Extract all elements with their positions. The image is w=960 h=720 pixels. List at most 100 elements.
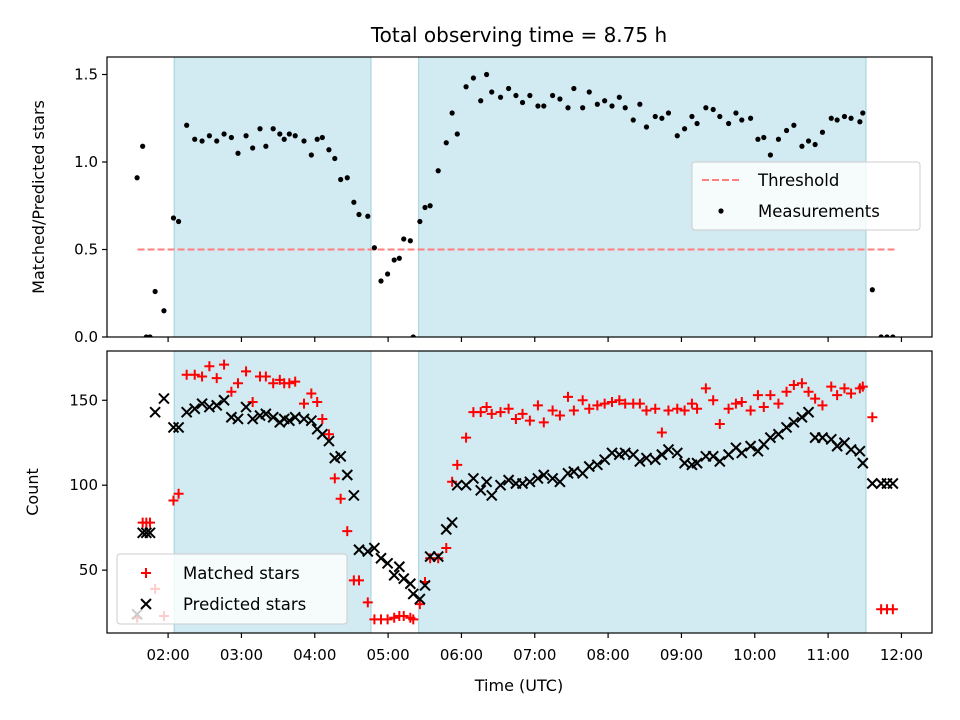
measurement-point (319, 134, 325, 141)
matched-star-point (796, 378, 807, 389)
plot-frame (106, 350, 933, 634)
matched-star-point (730, 398, 741, 409)
matched-star-point (577, 395, 588, 406)
measurement-point (717, 113, 723, 120)
top-panel: 0.0 0.5 1.0 1.5 Threshold Measurements (74, 56, 933, 346)
legend-matched-label: Matched stars (183, 564, 300, 583)
measurement-point (161, 308, 167, 314)
x-tick-label: 09:00 (660, 646, 703, 664)
matched-star-point (382, 614, 393, 625)
matched-star-point (663, 405, 674, 416)
measurement-point (725, 120, 732, 127)
measurement-point (860, 110, 866, 116)
predicted-star-point (180, 406, 193, 418)
y-tick-label: 0.0 (74, 328, 98, 346)
matched-star-point (803, 386, 814, 397)
predicted-star-point (381, 557, 394, 570)
predicted-star-point (816, 431, 829, 444)
measurement-point (443, 140, 449, 146)
matched-star-point (641, 405, 652, 416)
measurement-point (332, 155, 338, 162)
predicted-star-point (149, 406, 161, 418)
measurement-point (422, 204, 428, 211)
x-tick-label: 10:00 (733, 646, 776, 664)
y-tick-label: 0.5 (74, 241, 98, 259)
matched-star-point (656, 427, 667, 438)
matched-star-point (723, 403, 734, 414)
x-tick-label: 05:00 (366, 646, 409, 664)
predicted-star-point (640, 452, 653, 464)
predicted-star-point (232, 413, 244, 425)
plot-frame (106, 56, 933, 338)
measurement-point (841, 113, 848, 120)
measurement-point (767, 152, 773, 158)
matched-star-point (447, 476, 458, 487)
matched-star-point (634, 398, 645, 409)
measurement-point (140, 143, 146, 149)
measurement-point (630, 117, 636, 123)
matched-star-point (323, 429, 334, 440)
matched-star-point (650, 403, 661, 414)
predicted-star-point (671, 447, 683, 459)
matched-star-point (752, 390, 763, 401)
matched-star-point (144, 517, 155, 528)
measurement-point (257, 126, 263, 132)
matched-star-point (260, 371, 271, 382)
legend-predicted-label: Predicted stars (183, 595, 306, 614)
predicted-star-point (707, 450, 719, 463)
measurement-point (643, 124, 650, 130)
matched-star-point (686, 398, 697, 409)
measurement-point (277, 131, 283, 137)
predicted-star-point (289, 411, 301, 423)
matched-star-point (481, 402, 492, 413)
matched-star-point (614, 395, 625, 406)
predicted-star-point (240, 401, 252, 413)
matched-star-point (168, 495, 179, 506)
predicted-star-point (189, 403, 201, 415)
matched-star-point (461, 432, 472, 443)
predicted-star-point (404, 578, 417, 590)
measurement-point (819, 129, 826, 135)
measurement-point (549, 92, 556, 99)
matched-star-point (353, 575, 364, 586)
measurement-point (580, 105, 586, 111)
matched-star-point (204, 361, 215, 372)
measurement-point (571, 85, 577, 92)
predicted-star-point (662, 443, 675, 456)
matched-star-point (846, 388, 857, 399)
predicted-star-point (368, 542, 381, 554)
predicted-star-point (305, 414, 318, 427)
predicted-star-point (887, 477, 899, 490)
matched-star-point (189, 369, 200, 380)
measurement-point (652, 113, 658, 120)
measurement-point (535, 103, 541, 109)
measurement-point (739, 117, 745, 123)
measurement-point (407, 238, 413, 244)
matched-star-point (857, 381, 868, 392)
measurement-point (356, 211, 362, 218)
bottom-y-axis-label: Count (23, 468, 42, 516)
measurement-point (878, 334, 884, 337)
matched-star-point (568, 405, 579, 416)
matched-star-point (592, 400, 603, 411)
predicted-star-point (634, 455, 646, 468)
y-tick-label: 150 (69, 391, 98, 409)
measurement-point (497, 94, 504, 100)
measurement-point (384, 271, 391, 277)
legend-box (116, 553, 348, 625)
measurement-point (192, 136, 198, 142)
matched-star-point (758, 402, 769, 413)
predicted-star-point (348, 489, 360, 502)
measurement-point (301, 138, 307, 144)
measurement-point (775, 136, 782, 142)
predicted-star-point (267, 411, 279, 423)
measurement-point (170, 215, 177, 221)
chart-title: Total observing time = 8.75 h (370, 23, 667, 47)
matched-star-point (452, 459, 463, 470)
matched-star-point (736, 396, 747, 407)
predicted-star-point (341, 469, 353, 481)
predicted-star-point (419, 579, 431, 592)
matched-star-point (298, 398, 309, 409)
matched-star-point (173, 488, 184, 499)
matched-star-point (495, 407, 506, 418)
